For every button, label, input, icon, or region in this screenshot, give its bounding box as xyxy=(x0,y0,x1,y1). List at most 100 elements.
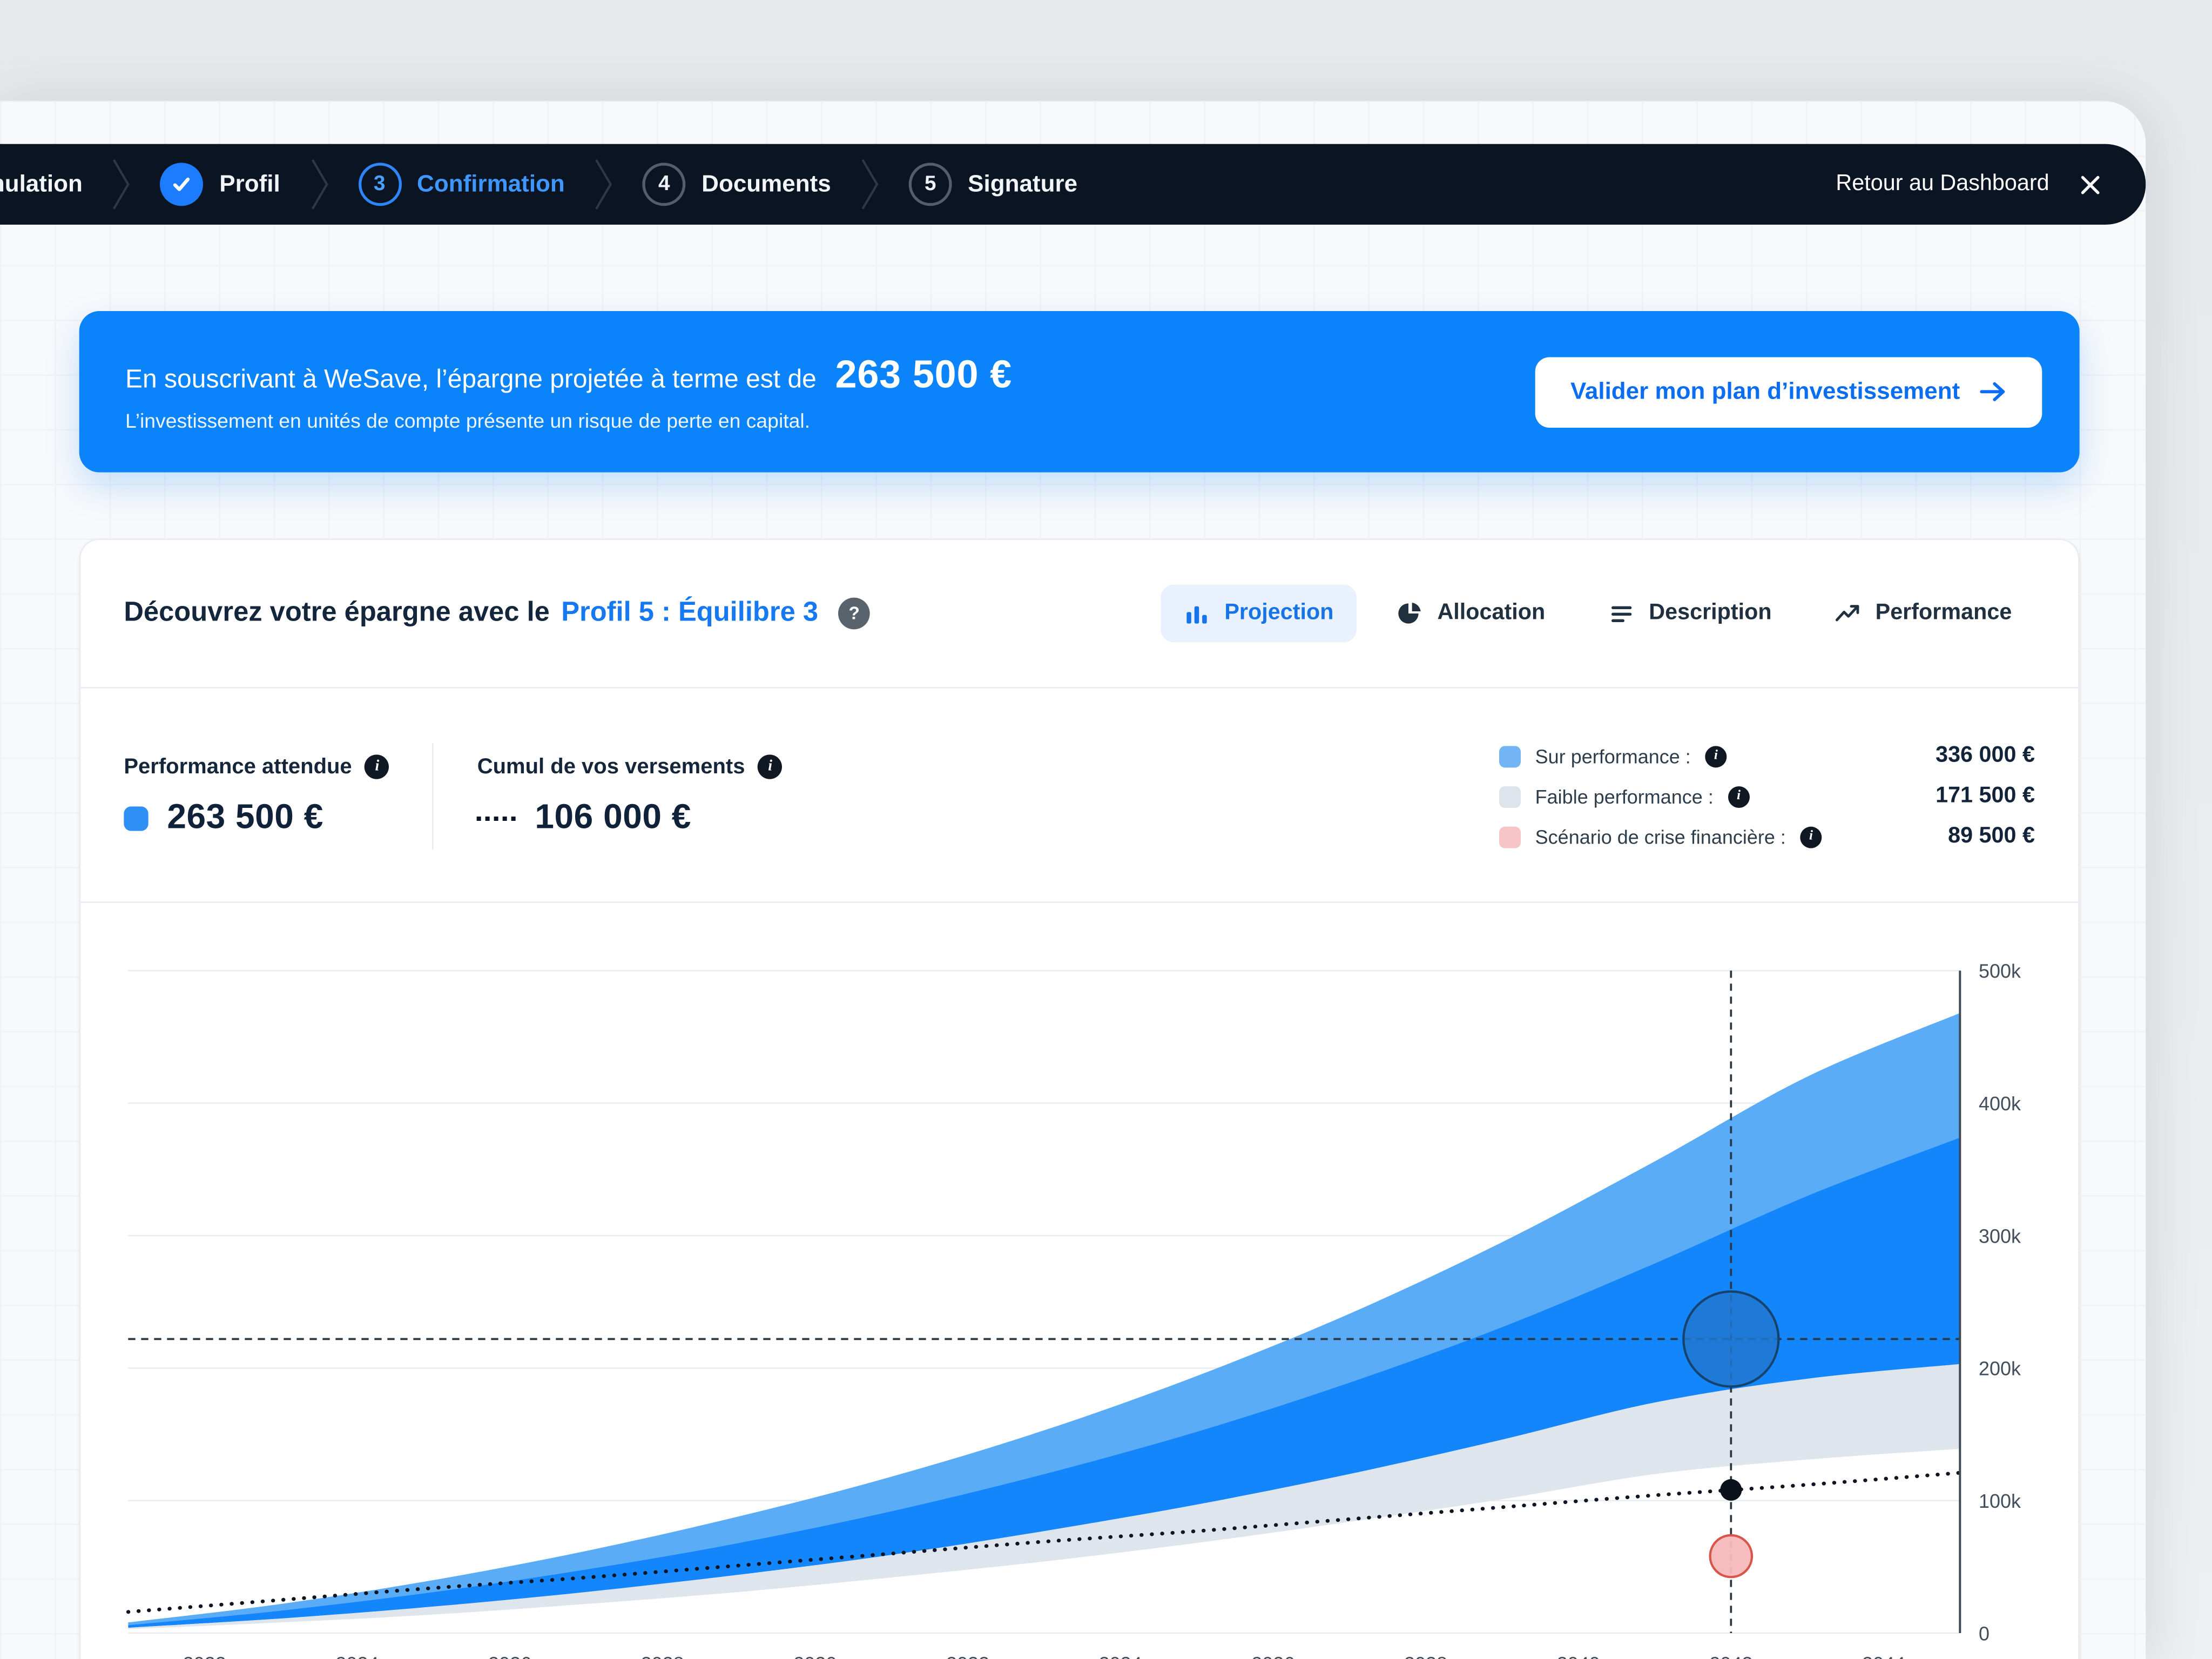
stat-expected-label: Performance attendue xyxy=(124,754,352,779)
card-title-prefix: Découvrez votre épargne avec le xyxy=(124,597,550,628)
step-confirmation-number: 3 xyxy=(358,163,401,206)
svg-text:400k: 400k xyxy=(1979,1092,2021,1115)
chevron-separator-icon xyxy=(311,159,328,210)
arrow-right-icon xyxy=(1980,382,2005,401)
back-to-dashboard-link[interactable]: Retour au Dashboard xyxy=(1836,171,2049,196)
view-tabs: Projection Allocation Description Perfor… xyxy=(1161,584,2035,643)
close-icon[interactable] xyxy=(2078,172,2102,197)
svg-text:2040: 2040 xyxy=(1557,1653,1600,1659)
stat-total-payments: Cumul de vos versements 106 000 € xyxy=(477,754,783,838)
svg-text:2032: 2032 xyxy=(946,1653,989,1659)
stat-payments-label: Cumul de vos versements xyxy=(477,754,745,779)
chart-area: 0 100k 200k 300k 400k 500k 2022 2024 2026 2028 203… xyxy=(80,903,2078,1659)
step-confirmation-label: Confirmation xyxy=(417,171,565,197)
pie-chart-icon xyxy=(1398,603,1421,624)
app-window: Simulation Profil 3 Confirmation 4 xyxy=(0,100,2146,1659)
divider xyxy=(80,687,2079,689)
step-signature[interactable]: 5 Signature xyxy=(908,163,1078,206)
tab-description-label: Description xyxy=(1649,601,1772,625)
legend-low-performance-value: 171 500 € xyxy=(1936,783,2035,808)
card-title-profile: Profil 5 : Équilibre 3 xyxy=(561,597,818,628)
info-icon[interactable] xyxy=(1800,826,1822,848)
step-simulation-label: Simulation xyxy=(0,171,83,197)
svg-text:2030: 2030 xyxy=(793,1653,837,1659)
stepper-bar: Simulation Profil 3 Confirmation 4 xyxy=(0,144,2146,225)
chevron-separator-icon xyxy=(595,159,612,210)
text-lines-icon xyxy=(1611,606,1632,622)
divider xyxy=(433,743,434,850)
tab-allocation-label: Allocation xyxy=(1437,601,1546,625)
blue-square-swatch xyxy=(1499,745,1521,767)
svg-text:2036: 2036 xyxy=(1251,1653,1294,1659)
pink-square-swatch xyxy=(1499,826,1521,848)
tab-description[interactable]: Description xyxy=(1586,585,1795,643)
step-profil[interactable]: Profil xyxy=(160,163,280,206)
legend-row-over-performance: Sur performance : 336 000 € xyxy=(1499,743,2035,769)
banner-amount: 263 500 € xyxy=(835,352,1013,395)
info-icon[interactable] xyxy=(1728,785,1750,807)
step-confirmation[interactable]: 3 Confirmation xyxy=(358,163,565,206)
svg-text:500k: 500k xyxy=(1979,960,2021,982)
tab-performance[interactable]: Performance xyxy=(1812,585,2035,643)
legend-crisis-value: 89 500 € xyxy=(1948,824,2035,848)
stat-expected-performance: Performance attendue 263 500 € xyxy=(124,754,390,838)
step-documents-label: Documents xyxy=(702,171,831,197)
stat-expected-value: 263 500 € xyxy=(167,798,323,837)
projection-banner: En souscrivant à WeSave, l’épargne proje… xyxy=(79,311,2080,473)
help-icon[interactable] xyxy=(838,597,870,630)
step-documents-number: 4 xyxy=(642,163,686,206)
info-icon[interactable] xyxy=(365,754,390,779)
svg-text:2024: 2024 xyxy=(335,1653,379,1659)
legend-row-low-performance: Faible performance : 171 500 € xyxy=(1499,784,2035,810)
savings-card: Découvrez votre épargne avec le Profil 5… xyxy=(79,538,2080,1659)
svg-text:100k: 100k xyxy=(1979,1490,2021,1512)
step-simulation[interactable]: Simulation xyxy=(0,171,83,198)
info-icon[interactable] xyxy=(1705,745,1727,767)
svg-text:300k: 300k xyxy=(1979,1225,2021,1247)
bar-chart-icon xyxy=(1187,606,1208,624)
legend-low-performance-label: Faible performance : xyxy=(1535,785,1714,807)
chevron-separator-icon xyxy=(861,159,879,210)
svg-text:200k: 200k xyxy=(1979,1358,2021,1380)
stat-payments-value: 106 000 € xyxy=(535,798,691,837)
card-title: Découvrez votre épargne avec le Profil 5… xyxy=(124,597,870,630)
projection-chart[interactable]: 0 100k 200k 300k 400k 500k 2022 2024 2026 2028 203… xyxy=(80,903,2078,1659)
blue-square-swatch xyxy=(124,806,149,831)
tab-projection[interactable]: Projection xyxy=(1161,584,1357,643)
info-icon[interactable] xyxy=(758,754,783,779)
banner-message: En souscrivant à WeSave, l’épargne proje… xyxy=(125,363,817,393)
validate-plan-button[interactable]: Valider mon plan d’investissement xyxy=(1535,356,2042,427)
check-icon xyxy=(160,163,204,206)
stats-row: Performance attendue 263 500 € Cumul de … xyxy=(80,689,2078,902)
dotted-line-swatch xyxy=(477,815,516,820)
svg-text:2026: 2026 xyxy=(488,1653,531,1659)
legend-over-performance-value: 336 000 € xyxy=(1936,743,2035,768)
svg-text:0: 0 xyxy=(1979,1622,1990,1644)
step-signature-label: Signature xyxy=(968,171,1078,197)
trend-up-icon xyxy=(1836,605,1860,622)
legend-row-crisis: Scénario de crise financière : 89 500 € xyxy=(1499,824,2035,849)
scenario-legend: Sur performance : 336 000 € Faible perfo… xyxy=(1499,743,2035,849)
legend-crisis-label: Scénario de crise financière : xyxy=(1535,826,1786,848)
step-signature-number: 5 xyxy=(908,163,952,206)
tab-projection-label: Projection xyxy=(1224,601,1334,625)
stepper: Simulation Profil 3 Confirmation 4 xyxy=(0,157,1077,212)
svg-text:2034: 2034 xyxy=(1099,1653,1142,1659)
divider xyxy=(80,901,2079,903)
legend-over-performance-label: Sur performance : xyxy=(1535,745,1691,767)
svg-text:2022: 2022 xyxy=(183,1653,226,1659)
tab-performance-label: Performance xyxy=(1875,601,2012,625)
validate-plan-label: Valider mon plan d’investissement xyxy=(1570,378,1960,404)
tab-allocation[interactable]: Allocation xyxy=(1374,585,1568,643)
card-header: Découvrez votre épargne avec le Profil 5… xyxy=(80,540,2078,687)
step-profil-label: Profil xyxy=(219,171,280,197)
svg-text:2028: 2028 xyxy=(641,1653,684,1659)
svg-text:2044: 2044 xyxy=(1862,1653,1905,1659)
svg-text:2038: 2038 xyxy=(1404,1653,1447,1659)
chevron-separator-icon xyxy=(113,159,130,210)
topbar-right: Retour au Dashboard xyxy=(1836,171,2102,197)
svg-text:2042: 2042 xyxy=(1709,1653,1752,1659)
step-documents[interactable]: 4 Documents xyxy=(642,163,831,206)
banner-text: En souscrivant à WeSave, l’épargne proje… xyxy=(125,352,1012,431)
